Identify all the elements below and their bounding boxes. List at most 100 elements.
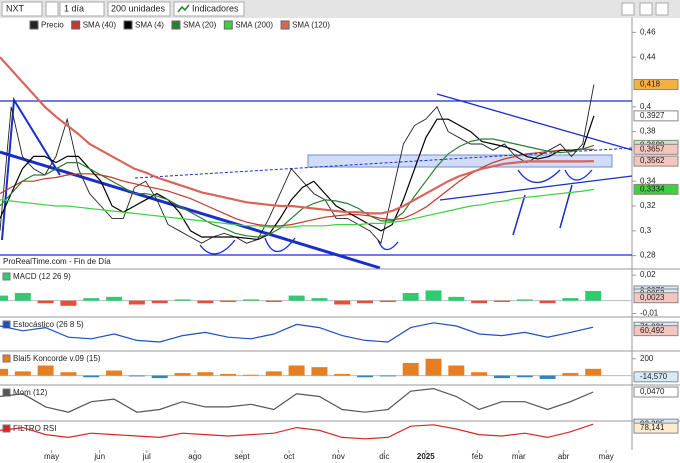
indicators-icon <box>177 4 190 13</box>
bar <box>0 368 8 376</box>
bar <box>220 373 237 376</box>
triangle-line <box>1 96 61 241</box>
bar <box>585 368 602 376</box>
window-button[interactable] <box>639 2 653 16</box>
bar <box>425 290 442 301</box>
source-label: ProRealTime.com - Fin de Día <box>3 257 111 266</box>
data-button[interactable] <box>45 1 59 17</box>
y-tick-label: 0,3 <box>640 226 652 235</box>
symbol-box[interactable] <box>1 1 43 17</box>
legend-label: SMA (40) <box>83 21 117 30</box>
indicators[interactable]: Indicadores <box>192 3 239 13</box>
price-label: 0,3334 <box>640 184 665 193</box>
x-tick-label: feb <box>472 452 484 461</box>
symbol[interactable]: NXT <box>6 3 25 13</box>
panel-title: Mom (12) <box>13 388 48 397</box>
price-label-box <box>633 422 679 434</box>
y-tick-label: 200 <box>640 354 654 363</box>
bar <box>562 298 579 301</box>
panel-icon <box>2 354 11 363</box>
price-label-box <box>633 110 679 122</box>
close-button[interactable] <box>655 2 669 16</box>
bar <box>471 372 488 376</box>
bar <box>334 300 351 305</box>
bar <box>151 375 168 379</box>
legend-label: SMA (4) <box>135 21 164 30</box>
panel-title: Estocástico (26 8 5) <box>13 320 84 329</box>
bar <box>128 300 145 305</box>
period-box[interactable] <box>59 1 105 17</box>
bar <box>448 296 465 301</box>
price-label: 0,418 <box>640 80 661 89</box>
x-tick-label: jul <box>142 452 151 461</box>
y-tick-label: -0,01 <box>640 309 659 318</box>
panel-title: Blai5 Koncorde v.09 (15) <box>13 354 101 363</box>
legend-swatch <box>123 20 133 30</box>
panel-title: FILTRO RSI <box>13 424 56 433</box>
bar <box>265 300 282 302</box>
price-label-box <box>633 386 679 398</box>
legend-label: SMA (20) <box>183 21 217 30</box>
y-tick-label: 0,34 <box>640 176 656 185</box>
price-label: 0,3657 <box>640 144 665 153</box>
bar <box>539 300 556 304</box>
price-label-box <box>633 371 679 383</box>
price-label: 0,3562 <box>640 156 665 165</box>
bar <box>311 298 328 301</box>
bar <box>379 300 396 302</box>
bar <box>83 298 100 301</box>
price-label-box <box>633 78 679 90</box>
bar <box>0 295 8 301</box>
legend-label: SMA (120) <box>292 21 330 30</box>
bar <box>334 373 351 376</box>
y-tick-label: 0,46 <box>640 28 656 37</box>
bar <box>83 375 100 378</box>
x-tick-label: may <box>599 452 614 461</box>
panel-icon <box>2 424 11 433</box>
bar <box>357 375 374 378</box>
units[interactable]: 200 unidades <box>111 3 166 13</box>
bar <box>402 293 419 301</box>
price-label-box <box>633 325 679 337</box>
x-tick-label: dic <box>379 452 389 461</box>
y-tick-label: 0,4 <box>640 102 652 111</box>
bar <box>174 373 191 376</box>
units-box[interactable] <box>107 1 171 17</box>
price-label: -14,570 <box>640 372 668 381</box>
legend-swatch <box>29 20 39 30</box>
x-tick-label: abr <box>558 452 570 461</box>
legend-swatch <box>71 20 81 30</box>
bar <box>106 296 123 301</box>
series-line <box>0 115 595 241</box>
bar <box>288 365 305 376</box>
price-label-box <box>633 183 679 195</box>
price-label: 0,3927 <box>640 111 665 120</box>
trend-line <box>436 93 633 151</box>
bar <box>37 300 54 304</box>
alert-button[interactable] <box>621 2 635 16</box>
bar <box>106 370 123 376</box>
y-tick-label: 0,32 <box>640 201 656 210</box>
bar <box>379 375 396 377</box>
bar <box>220 300 237 302</box>
bar <box>516 375 533 378</box>
arcs <box>199 169 593 255</box>
series-line <box>0 322 594 343</box>
x-tick-label: nov <box>332 452 345 461</box>
legend-swatch <box>280 20 290 30</box>
price-label: 60,492 <box>640 326 665 335</box>
price-label-box <box>633 143 679 155</box>
series-line <box>0 387 594 413</box>
legend-label: Precio <box>41 21 64 30</box>
indicators-box[interactable] <box>173 1 245 17</box>
y-tick-label: 0,02 <box>640 270 656 279</box>
period[interactable]: 1 día <box>64 3 84 13</box>
bar <box>151 300 168 304</box>
bar <box>60 372 77 376</box>
y-tick-label: 0,28 <box>640 251 656 260</box>
price-label: 0,0023 <box>640 293 665 302</box>
bar <box>288 295 305 301</box>
x-tick-label: ago <box>188 452 202 461</box>
